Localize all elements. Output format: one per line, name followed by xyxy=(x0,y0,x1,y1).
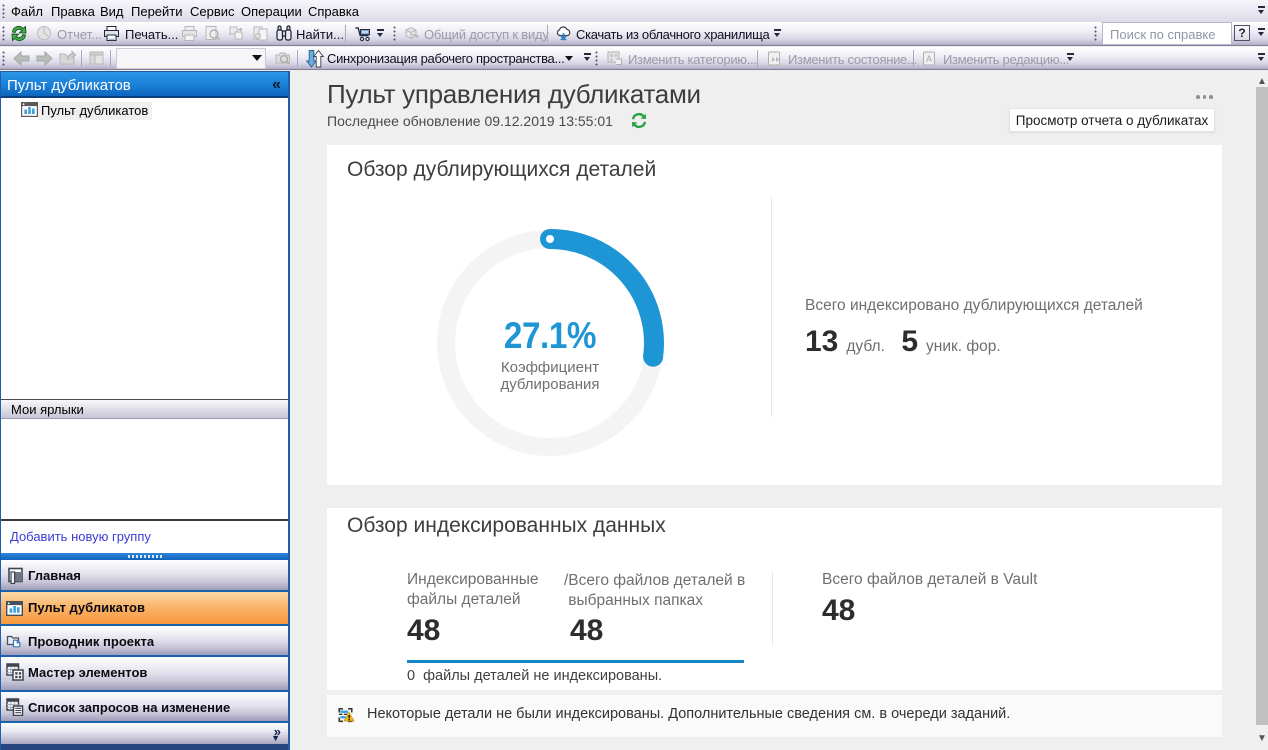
svg-text:A: A xyxy=(926,54,932,64)
